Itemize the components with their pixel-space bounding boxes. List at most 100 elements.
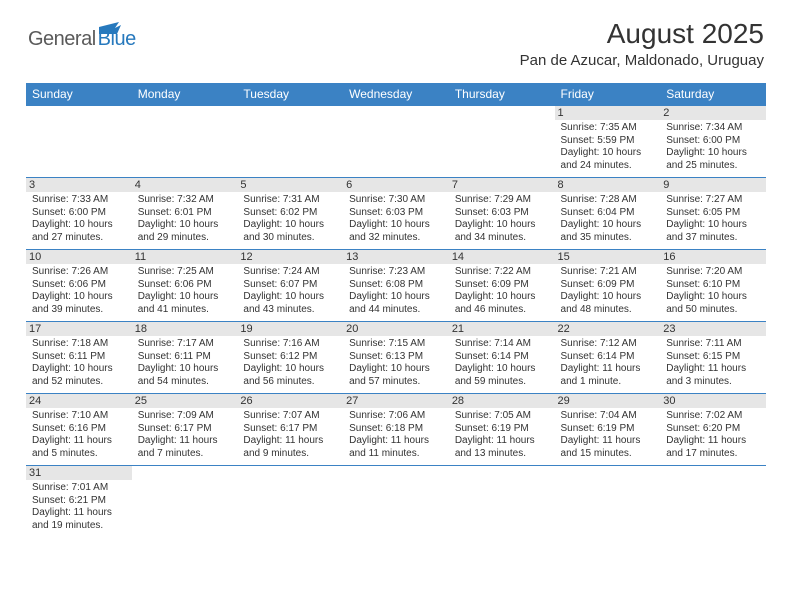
sun-info-line: Sunrise: 7:14 AM [455, 338, 551, 351]
sun-info-line: Daylight: 10 hours [666, 147, 762, 160]
sun-info-line: Daylight: 11 hours [561, 363, 657, 376]
brand-logo: GeneralBlue [28, 18, 136, 51]
sun-info-line: Sunrise: 7:30 AM [349, 194, 445, 207]
sun-info-line: Sunset: 6:14 PM [561, 351, 657, 364]
sun-info-line: Daylight: 10 hours [666, 291, 762, 304]
calendar-table: Sunday Monday Tuesday Wednesday Thursday… [26, 83, 766, 538]
sun-info: Sunrise: 7:12 AMSunset: 6:14 PMDaylight:… [561, 338, 657, 388]
day-number: 1 [555, 106, 661, 120]
day-number: 11 [132, 250, 238, 264]
sun-info-line: and 57 minutes. [349, 376, 445, 389]
sun-info-line: and 34 minutes. [455, 232, 551, 245]
logo-text-general: General [28, 28, 96, 51]
calendar-day-cell: 14Sunrise: 7:22 AMSunset: 6:09 PMDayligh… [449, 250, 555, 322]
day-number: 2 [660, 106, 766, 120]
sun-info-line: Sunset: 6:20 PM [666, 423, 762, 436]
calendar-week-row: 17Sunrise: 7:18 AMSunset: 6:11 PMDayligh… [26, 322, 766, 394]
calendar-day-cell: 19Sunrise: 7:16 AMSunset: 6:12 PMDayligh… [237, 322, 343, 394]
sun-info-line: Sunset: 6:21 PM [32, 495, 128, 508]
sun-info-line: and 52 minutes. [32, 376, 128, 389]
weekday-header: Saturday [660, 83, 766, 106]
calendar-day-cell: 2Sunrise: 7:34 AMSunset: 6:00 PMDaylight… [660, 106, 766, 178]
day-number: 15 [555, 250, 661, 264]
calendar-day-cell: 26Sunrise: 7:07 AMSunset: 6:17 PMDayligh… [237, 394, 343, 466]
sun-info-line: Sunset: 6:13 PM [349, 351, 445, 364]
sun-info-line: Sunset: 6:17 PM [243, 423, 339, 436]
sun-info-line: Daylight: 11 hours [138, 435, 234, 448]
sun-info: Sunrise: 7:11 AMSunset: 6:15 PMDaylight:… [666, 338, 762, 388]
calendar-day-cell: 23 Sunrise: 7:11 AMSunset: 6:15 PMDayligh… [660, 322, 766, 394]
day-number: 10 [26, 250, 132, 264]
sun-info: Sunrise: 7:04 AMSunset: 6:19 PMDaylight:… [561, 410, 657, 460]
sun-info-line: Daylight: 10 hours [32, 219, 128, 232]
sun-info-line: and 41 minutes. [138, 304, 234, 317]
sun-info-line: Sunrise: 7:11 AM [666, 338, 762, 351]
sun-info-line: Sunset: 6:02 PM [243, 207, 339, 220]
sun-info-line: Sunset: 6:10 PM [666, 279, 762, 292]
calendar-day-cell: 20Sunrise: 7:15 AMSunset: 6:13 PMDayligh… [343, 322, 449, 394]
sun-info: Sunrise: 7:21 AMSunset: 6:09 PMDaylight:… [561, 266, 657, 316]
calendar-day-cell: 12Sunrise: 7:24 AMSunset: 6:07 PMDayligh… [237, 250, 343, 322]
sun-info-line: Sunset: 6:09 PM [561, 279, 657, 292]
sun-info-line: Sunrise: 7:02 AM [666, 410, 762, 423]
calendar-day-cell: 24Sunrise: 7:10 AMSunset: 6:16 PMDayligh… [26, 394, 132, 466]
day-number: 24 [26, 394, 132, 408]
sun-info-line: Daylight: 11 hours [666, 435, 762, 448]
sun-info-line: Sunrise: 7:33 AM [32, 194, 128, 207]
sun-info: Sunrise: 7:09 AMSunset: 6:17 PMDaylight:… [138, 410, 234, 460]
day-number: 17 [26, 322, 132, 336]
sun-info-line: and 13 minutes. [455, 448, 551, 461]
calendar-day-cell: 7Sunrise: 7:29 AMSunset: 6:03 PMDaylight… [449, 178, 555, 250]
calendar-day-cell: 1Sunrise: 7:35 AMSunset: 5:59 PMDaylight… [555, 106, 661, 178]
sun-info-line: and 24 minutes. [561, 160, 657, 173]
sun-info-line: Sunset: 6:18 PM [349, 423, 445, 436]
sun-info-line: Sunset: 6:06 PM [138, 279, 234, 292]
sun-info-line: and 29 minutes. [138, 232, 234, 245]
sun-info-line: Sunrise: 7:25 AM [138, 266, 234, 279]
month-title: August 2025 [520, 18, 764, 50]
weekday-header: Thursday [449, 83, 555, 106]
sun-info: Sunrise: 7:28 AMSunset: 6:04 PMDaylight:… [561, 194, 657, 244]
day-number: 28 [449, 394, 555, 408]
sun-info-line: Sunrise: 7:16 AM [243, 338, 339, 351]
calendar-day-cell [449, 106, 555, 178]
sun-info-line: Sunrise: 7:10 AM [32, 410, 128, 423]
calendar-week-row: 31Sunrise: 7:01 AMSunset: 6:21 PMDayligh… [26, 466, 766, 538]
sun-info-line: and 44 minutes. [349, 304, 445, 317]
sun-info-line: Sunrise: 7:34 AM [666, 122, 762, 135]
day-number: 6 [343, 178, 449, 192]
calendar-day-cell [237, 106, 343, 178]
sun-info-line: and 19 minutes. [32, 520, 128, 533]
sun-info: Sunrise: 7:17 AMSunset: 6:11 PMDaylight:… [138, 338, 234, 388]
sun-info-line: Sunset: 6:11 PM [138, 351, 234, 364]
day-number: 29 [555, 394, 661, 408]
sun-info-line: and 15 minutes. [561, 448, 657, 461]
sun-info-line: Daylight: 10 hours [138, 219, 234, 232]
day-number: 23 [660, 322, 766, 336]
sun-info: Sunrise: 7:14 AMSunset: 6:14 PMDaylight:… [455, 338, 551, 388]
sun-info-line: Sunrise: 7:27 AM [666, 194, 762, 207]
sun-info-line: Sunset: 6:07 PM [243, 279, 339, 292]
day-number: 13 [343, 250, 449, 264]
day-number: 12 [237, 250, 343, 264]
sun-info-line: Daylight: 10 hours [561, 147, 657, 160]
sun-info-line: Sunset: 6:01 PM [138, 207, 234, 220]
day-number: 31 [26, 466, 132, 480]
sun-info-line: and 56 minutes. [243, 376, 339, 389]
calendar-day-cell: 10Sunrise: 7:26 AMSunset: 6:06 PMDayligh… [26, 250, 132, 322]
sun-info-line: and 46 minutes. [455, 304, 551, 317]
sun-info: Sunrise: 7:32 AMSunset: 6:01 PMDaylight:… [138, 194, 234, 244]
day-number: 30 [660, 394, 766, 408]
sun-info: Sunrise: 7:06 AMSunset: 6:18 PMDaylight:… [349, 410, 445, 460]
sun-info-line: Sunset: 6:05 PM [666, 207, 762, 220]
day-number: 20 [343, 322, 449, 336]
sun-info-line: Sunset: 6:03 PM [349, 207, 445, 220]
day-number: 3 [26, 178, 132, 192]
sun-info-line: Daylight: 11 hours [32, 435, 128, 448]
sun-info-line: Sunrise: 7:12 AM [561, 338, 657, 351]
sun-info-line: Sunrise: 7:05 AM [455, 410, 551, 423]
sun-info-line: Daylight: 10 hours [455, 363, 551, 376]
calendar-day-cell: 25Sunrise: 7:09 AMSunset: 6:17 PMDayligh… [132, 394, 238, 466]
sun-info-line: Sunset: 6:03 PM [455, 207, 551, 220]
page-header: GeneralBlue August 2025 Pan de Azucar, M… [0, 0, 792, 75]
